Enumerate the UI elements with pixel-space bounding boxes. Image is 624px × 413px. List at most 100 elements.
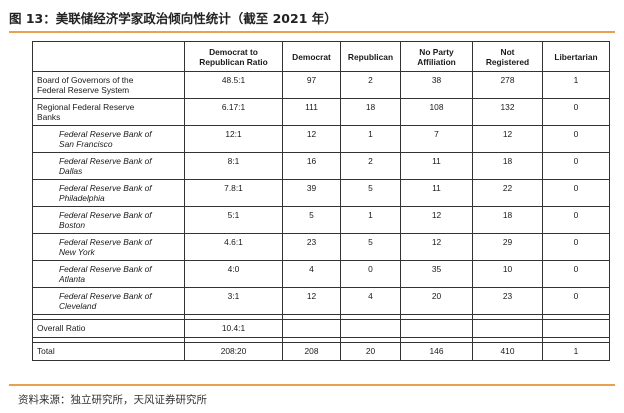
cell-libertarian: 0	[542, 287, 610, 315]
cell-not-registered: 10	[472, 260, 543, 288]
row-label-line: Federal Reserve Bank of	[59, 129, 152, 139]
table-row: Regional Federal Reserve Banks 6.17:1 111 18…	[32, 98, 610, 126]
row-label-line: Federal Reserve Bank of	[59, 264, 152, 274]
cell-not-registered: 29	[472, 233, 543, 261]
cell-democrat: 4	[282, 260, 341, 288]
row-label: Federal Reserve Bank of Dallas	[32, 152, 185, 180]
cell-democrat: 208	[282, 342, 341, 361]
cell-republican: 20	[340, 342, 401, 361]
header-no-party: No Party Affiliation	[400, 41, 473, 72]
header-ratio-line2: Republican Ratio	[199, 56, 268, 67]
cell-libertarian: 0	[542, 233, 610, 261]
cell-libertarian: 0	[542, 125, 610, 153]
cell-ratio: 7.8:1	[184, 179, 283, 207]
cell-no-party: 35	[400, 260, 473, 288]
spacer-row	[32, 314, 610, 320]
row-label-line: Cleveland	[59, 301, 97, 311]
header-ratio: Democrat to Republican Ratio	[184, 41, 283, 72]
header-republican: Republican	[340, 41, 401, 72]
table-row: Federal Reserve Bank of Dallas 8:1 16 2 11 18 0	[32, 152, 610, 180]
row-label-line: Board of Governors of the	[37, 75, 134, 85]
cell-republican: 5	[340, 233, 401, 261]
header-no-party-line1: No Party	[419, 46, 454, 57]
row-label-line: Regional Federal Reserve	[37, 102, 135, 112]
row-label-line: Federal Reserve Bank of	[59, 183, 152, 193]
row-label: Federal Reserve Bank of Cleveland	[32, 287, 185, 315]
row-label-line: Federal Reserve Bank of	[59, 210, 152, 220]
row-label: Federal Reserve Bank of Atlanta	[32, 260, 185, 288]
overall-ratio-row: Overall Ratio 10.4:1	[32, 319, 610, 338]
table-body: Board of Governors of the Federal Reserve…	[32, 71, 610, 361]
table-row: Board of Governors of the Federal Reserve…	[32, 71, 610, 99]
row-label: Board of Governors of the Federal Reserve…	[32, 71, 185, 99]
title-divider	[9, 31, 615, 33]
cell-republican: 4	[340, 287, 401, 315]
cell-ratio: 4:0	[184, 260, 283, 288]
cell-democrat: 12	[282, 287, 341, 315]
header-ratio-line1: Democrat to	[209, 46, 258, 57]
header-not-registered-line2: Registered	[485, 56, 530, 67]
cell-ratio: 6.17:1	[184, 98, 283, 126]
cell-democrat: 97	[282, 71, 341, 99]
header-libertarian: Libertarian	[542, 41, 610, 72]
total-row: Total 208:20 208 20 146 410 1	[32, 342, 610, 361]
cell-ratio: 4.6:1	[184, 233, 283, 261]
cell-not-registered: 18	[472, 206, 543, 234]
row-label-line: Philadelphia	[59, 193, 105, 203]
row-label-line: Federal Reserve Bank of	[59, 237, 152, 247]
header-row: Democrat to Republican Ratio Democrat Rep…	[32, 41, 610, 72]
figure-title: 图 13：美联储经济学家政治倾向性统计（截至 2021 年）	[9, 11, 337, 26]
cell-republican: 5	[340, 179, 401, 207]
header-empty	[32, 41, 185, 72]
cell-democrat: 5	[282, 206, 341, 234]
cell-no-party: 12	[400, 233, 473, 261]
table-row: Federal Reserve Bank of San Francisco 12:1…	[32, 125, 610, 153]
row-label: Federal Reserve Bank of San Francisco	[32, 125, 185, 153]
header-not-registered: Not Registered	[472, 41, 543, 72]
cell-no-party: 11	[400, 179, 473, 207]
cell-no-party: 7	[400, 125, 473, 153]
row-label: Federal Reserve Bank of Boston	[32, 206, 185, 234]
cell-democrat: 16	[282, 152, 341, 180]
empty-cell	[282, 319, 341, 338]
row-label-line: Atlanta	[59, 274, 86, 284]
cell-not-registered: 410	[472, 342, 543, 361]
cell-not-registered: 23	[472, 287, 543, 315]
cell-libertarian: 0	[542, 152, 610, 180]
fed-political-affiliation-table: Democrat to Republican Ratio Democrat Rep…	[32, 41, 610, 361]
cell-no-party: 38	[400, 71, 473, 99]
empty-cell	[472, 319, 543, 338]
table-row: Federal Reserve Bank of Cleveland 3:1 12 4 20…	[32, 287, 610, 315]
header-no-party-line2: Affiliation	[417, 56, 456, 67]
cell-republican: 1	[340, 125, 401, 153]
cell-no-party: 11	[400, 152, 473, 180]
cell-no-party: 108	[400, 98, 473, 126]
cell-democrat: 39	[282, 179, 341, 207]
cell-not-registered: 278	[472, 71, 543, 99]
table-row: Federal Reserve Bank of New York 4.6:1 23 5 1…	[32, 233, 610, 261]
cell-no-party: 146	[400, 342, 473, 361]
row-label-line: Banks	[37, 112, 61, 122]
cell-ratio: 10.4:1	[184, 319, 283, 338]
cell-republican: 2	[340, 152, 401, 180]
header-not-registered-line1: Not	[500, 46, 515, 57]
row-label-line: Federal Reserve System	[37, 85, 130, 95]
header-democrat: Democrat	[282, 41, 341, 72]
cell-not-registered: 18	[472, 152, 543, 180]
cell-libertarian: 0	[542, 98, 610, 126]
cell-no-party: 20	[400, 287, 473, 315]
row-label-line: Federal Reserve Bank of	[59, 291, 152, 301]
cell-not-registered: 22	[472, 179, 543, 207]
cell-ratio: 48.5:1	[184, 71, 283, 99]
empty-cell	[400, 319, 473, 338]
cell-republican: 0	[340, 260, 401, 288]
cell-libertarian: 0	[542, 260, 610, 288]
source-divider	[9, 384, 615, 386]
row-label-line: Federal Reserve Bank of	[59, 156, 152, 166]
cell-libertarian: 0	[542, 179, 610, 207]
cell-ratio: 8:1	[184, 152, 283, 180]
table-row: Federal Reserve Bank of Philadelphia 7.8:1…	[32, 179, 610, 207]
cell-ratio: 3:1	[184, 287, 283, 315]
empty-cell	[340, 319, 401, 338]
row-label: Federal Reserve Bank of Philadelphia	[32, 179, 185, 207]
